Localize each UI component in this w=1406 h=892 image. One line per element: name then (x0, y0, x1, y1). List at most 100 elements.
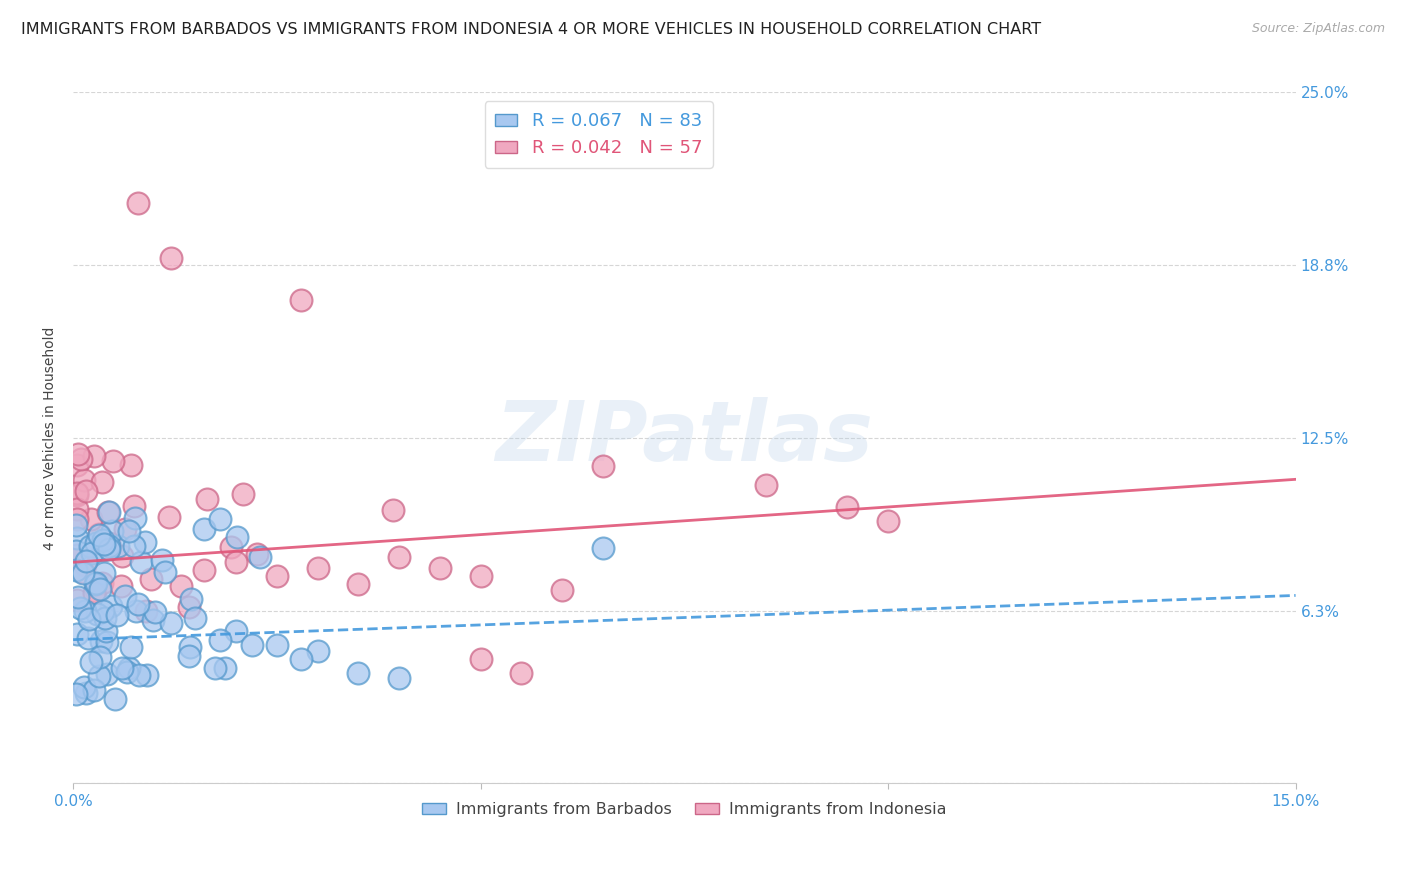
Point (105, 607, 128, 622)
Point (128, 668, 150, 682)
Point (73, 680, 96, 694)
Point (100, 599, 122, 614)
Point (98, 505, 121, 519)
Point (142, 613, 165, 627)
Point (83, 584, 105, 599)
Point (93, 537, 115, 551)
Point (160, 616, 183, 631)
Point (157, 510, 180, 524)
Point (75, 685, 97, 699)
Legend: Immigrants from Barbados, Immigrants from Indonesia: Immigrants from Barbados, Immigrants fro… (416, 796, 953, 824)
Point (429, 561, 451, 575)
Point (75, 554, 97, 568)
Point (177, 648, 200, 663)
Point (249, 549, 271, 564)
Point (66, 512, 89, 526)
Point (180, 592, 202, 607)
Point (79, 540, 101, 554)
Point (73, 558, 96, 572)
Point (91, 533, 114, 548)
Point (184, 610, 207, 624)
Point (122, 539, 145, 553)
Point (225, 555, 247, 569)
Point (96, 667, 118, 681)
Point (80, 655, 103, 669)
Point (115, 665, 138, 679)
Point (98, 539, 121, 553)
Point (83, 586, 105, 600)
Point (93, 566, 115, 580)
Point (381, 502, 404, 516)
Point (120, 458, 142, 472)
Point (470, 652, 492, 666)
Point (104, 692, 127, 706)
Point (290, 652, 312, 666)
Point (72, 565, 94, 579)
Point (225, 624, 247, 639)
Point (84, 575, 107, 590)
Point (83, 682, 105, 697)
Point (139, 572, 162, 586)
Point (66, 591, 89, 605)
Point (66, 551, 89, 566)
Point (592, 458, 614, 473)
Point (101, 453, 124, 467)
Point (66, 548, 89, 562)
Point (91, 542, 114, 557)
Point (83, 449, 105, 463)
Point (114, 589, 136, 603)
Point (242, 638, 264, 652)
Y-axis label: 4 or more Vehicles in Household: 4 or more Vehicles in Household (44, 326, 58, 549)
Point (91, 576, 114, 591)
Point (70, 452, 93, 467)
Point (470, 569, 492, 583)
Text: ZIPatlas: ZIPatlas (495, 397, 873, 478)
Point (98, 535, 121, 549)
Point (551, 582, 574, 597)
Point (89, 527, 111, 541)
Point (66, 501, 89, 516)
Point (388, 549, 411, 564)
Point (89, 527, 111, 541)
Point (65, 517, 87, 532)
Point (193, 563, 215, 577)
Point (388, 671, 411, 685)
Point (125, 604, 148, 618)
Point (66, 486, 89, 500)
Point (204, 661, 226, 675)
Point (134, 534, 156, 549)
Point (290, 293, 312, 307)
Point (214, 661, 236, 675)
Point (510, 665, 533, 680)
Point (307, 561, 329, 575)
Point (127, 597, 149, 611)
Point (114, 522, 136, 536)
Point (101, 524, 124, 538)
Point (160, 251, 183, 265)
Point (266, 638, 288, 652)
Point (66, 488, 89, 502)
Point (72, 473, 94, 487)
Point (94, 624, 117, 639)
Point (120, 640, 142, 655)
Point (96, 635, 118, 649)
Point (77, 631, 100, 645)
Point (127, 195, 149, 210)
Point (197, 492, 219, 507)
Point (110, 549, 132, 564)
Point (72, 566, 94, 580)
Point (177, 600, 200, 615)
Point (266, 569, 288, 583)
Point (232, 487, 254, 501)
Point (193, 522, 215, 536)
Point (84, 536, 107, 550)
Point (226, 530, 249, 544)
Point (65, 543, 87, 558)
Point (66, 531, 89, 545)
Point (80, 546, 103, 560)
Point (91, 475, 114, 489)
Point (347, 577, 370, 591)
Point (135, 604, 157, 618)
Point (90, 633, 112, 648)
Point (118, 661, 141, 675)
